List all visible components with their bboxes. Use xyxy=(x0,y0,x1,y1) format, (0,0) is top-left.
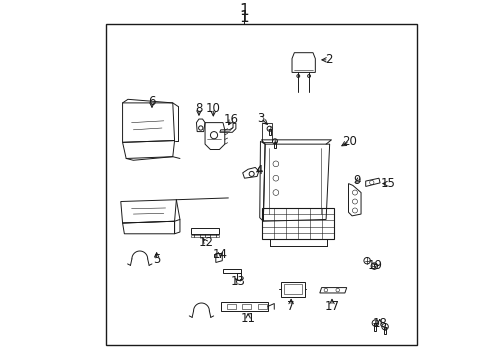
Text: 19: 19 xyxy=(367,259,382,272)
Bar xyxy=(262,208,333,239)
Bar xyxy=(273,142,276,148)
Text: 1: 1 xyxy=(239,10,249,24)
Text: 5: 5 xyxy=(153,253,160,266)
Bar xyxy=(226,304,235,309)
Text: 17: 17 xyxy=(324,300,339,313)
Bar xyxy=(258,304,266,309)
Text: 14: 14 xyxy=(213,248,227,261)
Bar xyxy=(268,130,270,135)
Text: 16: 16 xyxy=(224,113,239,126)
Text: 9: 9 xyxy=(353,174,361,187)
Text: 18: 18 xyxy=(371,317,386,330)
Bar xyxy=(106,24,416,345)
Bar xyxy=(383,327,386,334)
Text: 10: 10 xyxy=(205,102,220,115)
Text: 4: 4 xyxy=(255,164,262,177)
Bar xyxy=(281,282,304,297)
Text: 15: 15 xyxy=(380,177,395,190)
Bar xyxy=(284,284,301,294)
Text: 20: 20 xyxy=(342,135,356,148)
Text: 2: 2 xyxy=(325,53,332,66)
Bar xyxy=(373,323,376,330)
Text: 12: 12 xyxy=(198,236,213,249)
Text: 8: 8 xyxy=(195,102,202,115)
Bar xyxy=(190,234,219,237)
Text: 3: 3 xyxy=(256,112,264,125)
Text: 1: 1 xyxy=(239,3,249,18)
Text: 13: 13 xyxy=(230,275,244,288)
Bar xyxy=(242,304,251,309)
Text: 7: 7 xyxy=(287,300,294,313)
Bar xyxy=(221,302,267,311)
Text: 11: 11 xyxy=(240,311,255,325)
Text: 6: 6 xyxy=(148,95,155,108)
Bar xyxy=(261,123,271,142)
